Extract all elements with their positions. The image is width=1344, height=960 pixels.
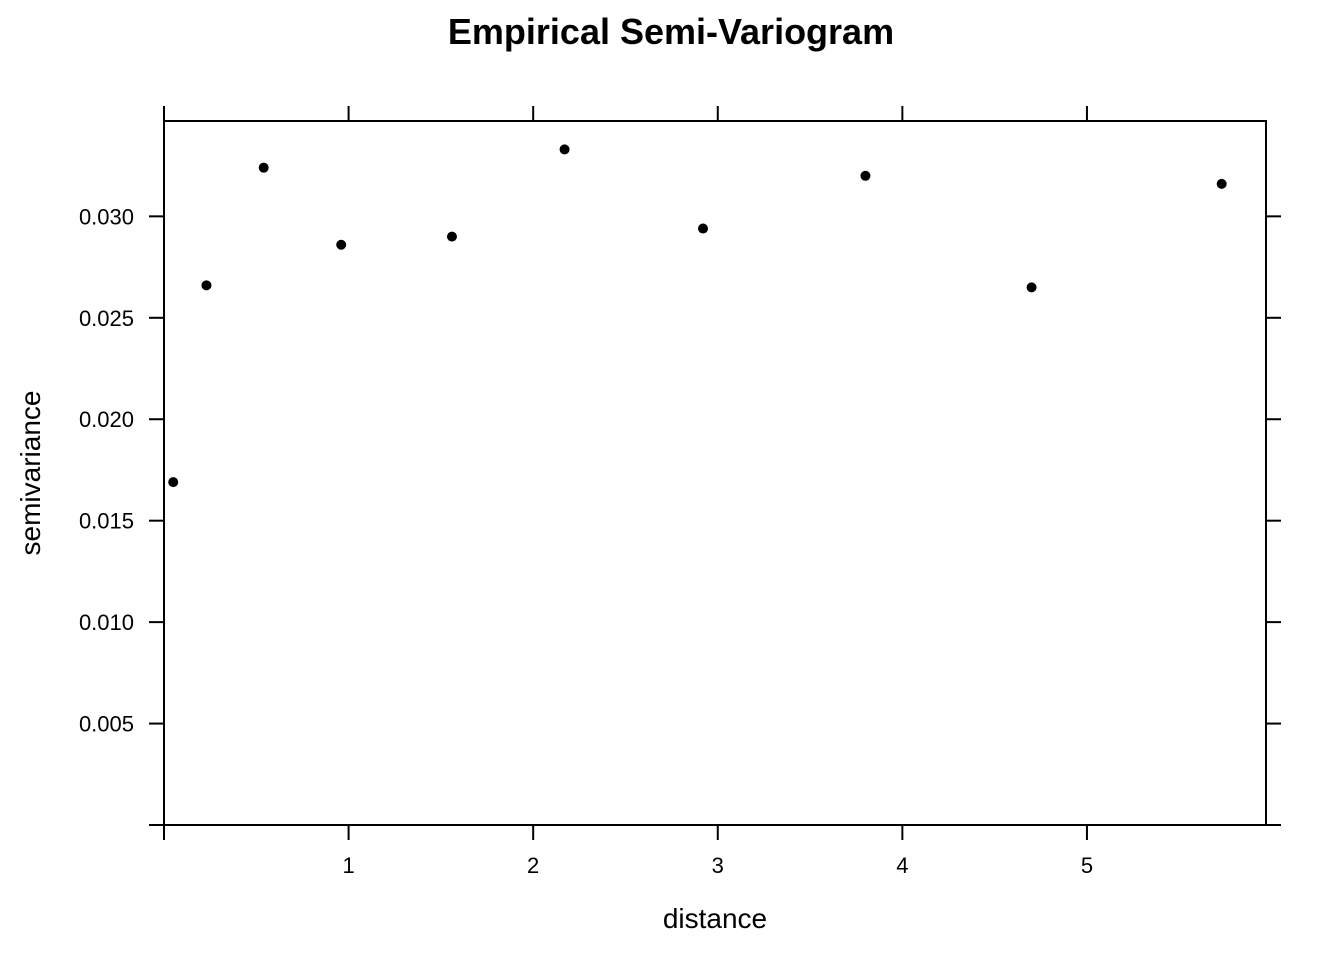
data-point: [698, 223, 709, 234]
y-axis-label: semivariance: [15, 391, 46, 556]
data-point: [336, 239, 347, 250]
y-tick-label: 0.025: [79, 306, 134, 331]
data-point: [201, 280, 212, 291]
data-point: [1216, 178, 1227, 189]
data-point: [168, 477, 179, 488]
data-point: [559, 144, 570, 155]
x-tick-label: 1: [342, 853, 354, 878]
x-tick-label: 3: [712, 853, 724, 878]
data-points: [168, 144, 1227, 488]
x-axis-label: distance: [663, 903, 767, 934]
y-tick-label: 0.030: [79, 204, 134, 229]
data-point: [446, 231, 457, 242]
chart-title: Empirical Semi-Variogram: [448, 11, 894, 52]
data-point: [860, 170, 871, 181]
x-tick-label: 5: [1081, 853, 1093, 878]
y-tick-label: 0.010: [79, 610, 134, 635]
y-tick-label: 0.020: [79, 407, 134, 432]
data-point: [1026, 282, 1037, 293]
data-point: [258, 162, 269, 173]
x-tick-label: 4: [896, 853, 908, 878]
x-axis: 1 2 3 4 5: [163, 106, 1093, 878]
x-tick-label: 2: [527, 853, 539, 878]
y-tick-label: 0.005: [79, 712, 134, 737]
y-tick-label: 0.015: [79, 509, 134, 534]
y-axis: 0.005 0.010 0.015 0.020 0.025 0.030: [79, 204, 1281, 826]
plot-frame: [163, 120, 1267, 826]
